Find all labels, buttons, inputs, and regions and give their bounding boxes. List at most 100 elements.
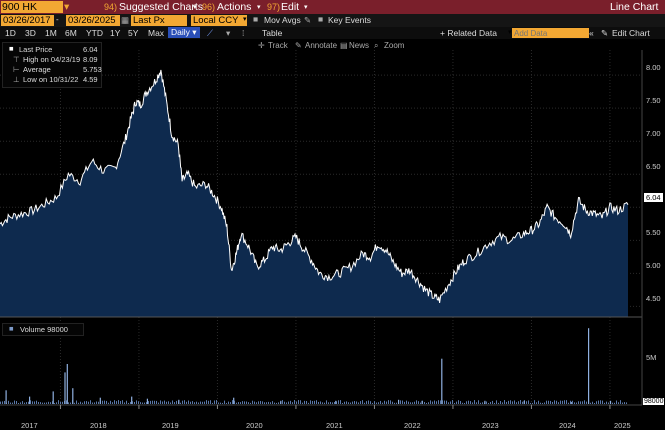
legend-high-label: High on 04/23/19 [23, 55, 81, 64]
chevron-down-icon[interactable]: ▾ [304, 4, 308, 11]
chevron-down-icon[interactable]: ▾ [226, 28, 231, 38]
volume-bar [582, 401, 583, 404]
volume-bar [220, 402, 221, 404]
line-chart-icon[interactable]: ⟋ [207, 28, 213, 38]
period-ytd[interactable]: YTD [86, 28, 103, 38]
volume-bar [335, 400, 337, 404]
chevron-down-icon[interactable]: ▾ [508, 29, 512, 36]
related-data-button[interactable]: + Related Data [440, 28, 497, 38]
news-icon[interactable]: ▤ [340, 41, 348, 50]
volume-bar [40, 402, 41, 404]
volume-bar [90, 400, 91, 404]
volume-bar [208, 400, 209, 404]
suggested-charts-button[interactable]: Suggested Charts [119, 1, 204, 13]
legend-average-label: Average [23, 65, 51, 74]
volume-bar [516, 402, 517, 404]
end-date-field[interactable]: 03/26/2025 [66, 15, 120, 26]
volume-bar [180, 402, 181, 404]
period-max[interactable]: Max [148, 28, 165, 38]
x-tick-label: 2024 [559, 421, 576, 430]
news-tool[interactable]: News [349, 41, 370, 50]
zoom-icon[interactable]: ⌕ [374, 41, 379, 50]
table-toggle[interactable]: Table [262, 28, 283, 38]
calendar-icon[interactable]: ▦ [121, 15, 130, 25]
volume-bar [29, 396, 31, 404]
key-events-toggle[interactable]: Key Events [328, 15, 371, 25]
add-data-input[interactable] [512, 28, 589, 38]
volume-bar [520, 400, 521, 404]
volume-bar [454, 402, 455, 404]
volume-bar [134, 401, 135, 404]
period-5y[interactable]: 5Y [128, 28, 139, 38]
track-tool[interactable]: Track [268, 41, 288, 50]
field-selector[interactable]: Last Px [131, 15, 187, 26]
volume-bar [72, 388, 74, 404]
volume-bar [558, 402, 559, 404]
collapse-icon[interactable]: « [589, 28, 594, 38]
volume-bar [606, 401, 607, 404]
volume-bar [86, 401, 87, 404]
volume-bar [276, 402, 277, 404]
volume-bar [624, 402, 625, 404]
volume-bar [260, 400, 261, 404]
zoom-tool[interactable]: Zoom [384, 41, 405, 50]
volume-bar [600, 400, 601, 404]
actions-button[interactable]: Actions [217, 1, 252, 13]
chevron-down-icon[interactable]: ▾ [193, 4, 197, 11]
start-date-field[interactable]: 03/26/2017 [1, 15, 54, 26]
pencil-icon[interactable]: ✎ [304, 15, 312, 25]
crosshair-icon[interactable]: ✛ [258, 41, 265, 50]
volume-bar [126, 400, 127, 404]
volume-bar [94, 402, 95, 404]
volume-bars [0, 328, 627, 404]
volume-bar [156, 400, 157, 404]
volume-bar [314, 400, 315, 404]
x-tick-label: 2021 [326, 421, 343, 430]
y-tick-label: 8.00 [646, 63, 661, 72]
period-6m[interactable]: 6M [65, 28, 77, 38]
volume-bar [434, 400, 435, 404]
period-1d[interactable]: 1D [5, 28, 16, 38]
volume-bar [320, 401, 321, 404]
edit-chart-button[interactable]: Edit Chart [612, 28, 650, 38]
volume-bar [580, 401, 581, 404]
period-1y[interactable]: 1Y [110, 28, 121, 38]
volume-bar [78, 402, 79, 404]
volume-bar [552, 401, 553, 404]
volume-bar [244, 401, 245, 404]
volume-bar [550, 400, 551, 404]
volume-bar [0, 401, 1, 404]
chevron-down-icon[interactable]: ▾ [243, 16, 247, 23]
volume-bar [233, 397, 235, 404]
volume-bar [286, 402, 287, 404]
volume-bar [99, 397, 101, 404]
x-tick-label: 2017 [21, 421, 38, 430]
volume-legend: ■ Volume 98000 [2, 323, 84, 336]
mov-avgs-toggle[interactable]: Mov Avgs [264, 15, 301, 25]
period-3d[interactable]: 3D [25, 28, 36, 38]
chevron-down-icon[interactable]: ▾ [257, 4, 261, 11]
volume-bar [546, 400, 547, 404]
currency-selector[interactable]: Local CCY [191, 15, 247, 26]
volume-bar [34, 401, 35, 404]
chart-type-label: Line Chart [610, 1, 659, 13]
volume-bar [380, 400, 381, 404]
period-1m[interactable]: 1M [45, 28, 57, 38]
frequency-selector[interactable]: Daily ▾ [168, 27, 200, 38]
ticker-dropdown-icon[interactable]: ▾ [64, 1, 70, 13]
volume-bar [66, 400, 67, 404]
volume-bar [14, 400, 15, 404]
pencil-icon[interactable]: ✎ [295, 41, 302, 50]
volume-bar [498, 402, 499, 404]
volume-bar [206, 400, 207, 404]
pencil-icon[interactable]: ✎ [601, 28, 609, 38]
volume-bar [54, 402, 55, 404]
checkbox-icon[interactable]: ■ [318, 14, 324, 24]
edit-button[interactable]: Edit [281, 1, 300, 13]
volume-bar [140, 402, 141, 404]
annotate-tool[interactable]: Annotate [305, 41, 338, 50]
volume-bar [378, 402, 379, 404]
more-icon[interactable]: ⁞ [242, 28, 245, 38]
checkbox-icon[interactable]: ■ [253, 14, 259, 24]
volume-bar [26, 402, 27, 404]
